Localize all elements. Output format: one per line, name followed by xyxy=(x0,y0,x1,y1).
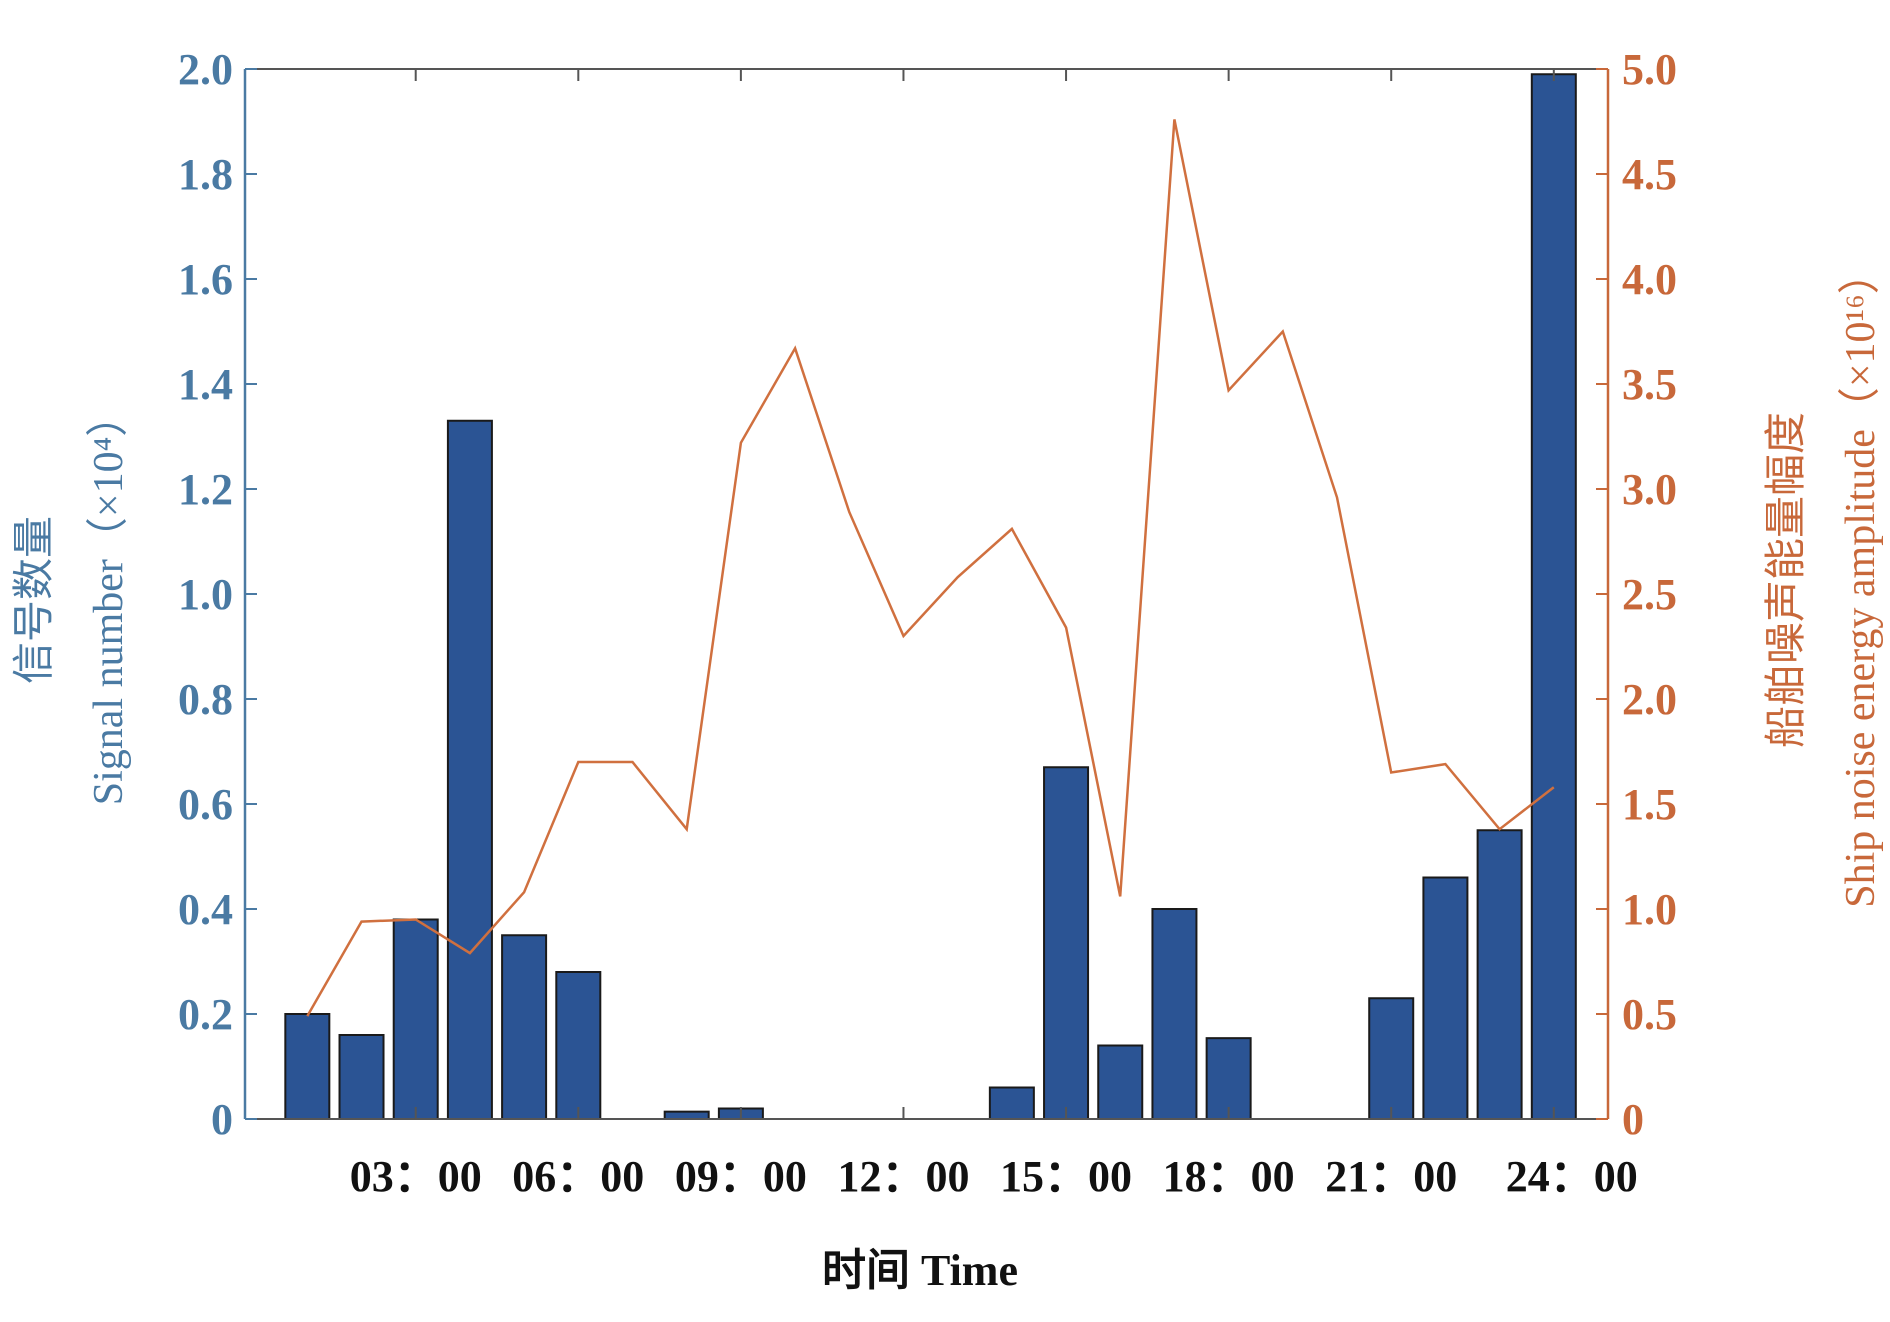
x-tick-label: 06：00 xyxy=(512,1152,644,1201)
bar xyxy=(1476,829,1523,1120)
left-tick-label: 1.8 xyxy=(178,150,233,199)
bar xyxy=(1530,73,1577,1120)
left-tick-label: 0.4 xyxy=(178,885,233,934)
right-tick-label: 2.0 xyxy=(1622,675,1677,724)
bar xyxy=(1097,1044,1144,1120)
left-tick-label: 1.0 xyxy=(178,570,233,619)
right-tick-label: 5.0 xyxy=(1622,45,1677,94)
left-tick-label: 0.2 xyxy=(178,990,233,1039)
x-tick-label: 09：00 xyxy=(675,1152,807,1201)
right-tick-label: 4.5 xyxy=(1622,150,1677,199)
left-tick-label: 0 xyxy=(211,1095,233,1144)
x-axis-label: 时间 Time xyxy=(822,1246,1018,1295)
noise-energy-line xyxy=(306,119,1555,1017)
right-tick-label: 0 xyxy=(1622,1095,1644,1144)
bar xyxy=(501,934,548,1120)
right-axis-ticks: 0 0.5 1.0 1.5 2.0 2.5 3.0 3.5 4.0 4.5 5.0 xyxy=(1596,45,1677,1144)
left-tick-label: 0.8 xyxy=(178,675,233,724)
right-tick-label: 4.0 xyxy=(1622,255,1677,304)
line-layer xyxy=(306,119,1555,1017)
bar xyxy=(1043,766,1090,1120)
x-axis-ticks: 03：00 06：00 09：00 12：00 15：00 18：00 21：00 24：00 xyxy=(350,69,1638,1201)
bar xyxy=(988,1086,1035,1120)
bar xyxy=(446,419,493,1120)
bar xyxy=(1205,1037,1252,1121)
right-axis-label-cn: 船舶噪声能量幅度 xyxy=(1764,412,1810,748)
x-tick-label: 03：00 xyxy=(350,1152,482,1201)
x-tick-label: 24：00 xyxy=(1506,1152,1638,1201)
left-tick-label: 0.6 xyxy=(178,780,233,829)
bar xyxy=(1368,997,1415,1120)
x-tick-label: 18：00 xyxy=(1163,1152,1295,1201)
bar xyxy=(1151,908,1198,1120)
left-tick-label: 1.4 xyxy=(178,360,233,409)
left-tick-label: 2.0 xyxy=(178,45,233,94)
left-tick-label: 1.6 xyxy=(178,255,233,304)
left-axis-label-cn: 信号数量 xyxy=(12,516,58,684)
right-tick-label: 1.0 xyxy=(1622,885,1677,934)
bar xyxy=(555,971,602,1120)
x-tick-label: 12：00 xyxy=(837,1152,969,1201)
left-axis-ticks: 0 0.2 0.4 0.6 0.8 1.0 1.2 1.4 1.6 1.8 2.0 xyxy=(178,45,257,1144)
right-tick-label: 3.5 xyxy=(1622,360,1677,409)
left-tick-label: 1.2 xyxy=(178,465,233,514)
bar xyxy=(1422,876,1469,1120)
bar xyxy=(392,918,439,1120)
bar xyxy=(284,1013,331,1120)
x-tick-label: 15：00 xyxy=(1000,1152,1132,1201)
right-tick-label: 0.5 xyxy=(1622,990,1677,1039)
bars-layer xyxy=(284,73,1577,1121)
bar xyxy=(338,1034,385,1120)
left-axis-label-en: Signal number（×10⁴） xyxy=(86,395,132,805)
right-tick-label: 1.5 xyxy=(1622,780,1677,829)
right-tick-label: 3.0 xyxy=(1622,465,1677,514)
x-tick-label: 21：00 xyxy=(1325,1152,1457,1201)
right-tick-label: 2.5 xyxy=(1622,570,1677,619)
right-axis-label-en: Ship noise energy amplitude（×10¹⁶） xyxy=(1838,252,1884,908)
bar xyxy=(663,1110,710,1121)
